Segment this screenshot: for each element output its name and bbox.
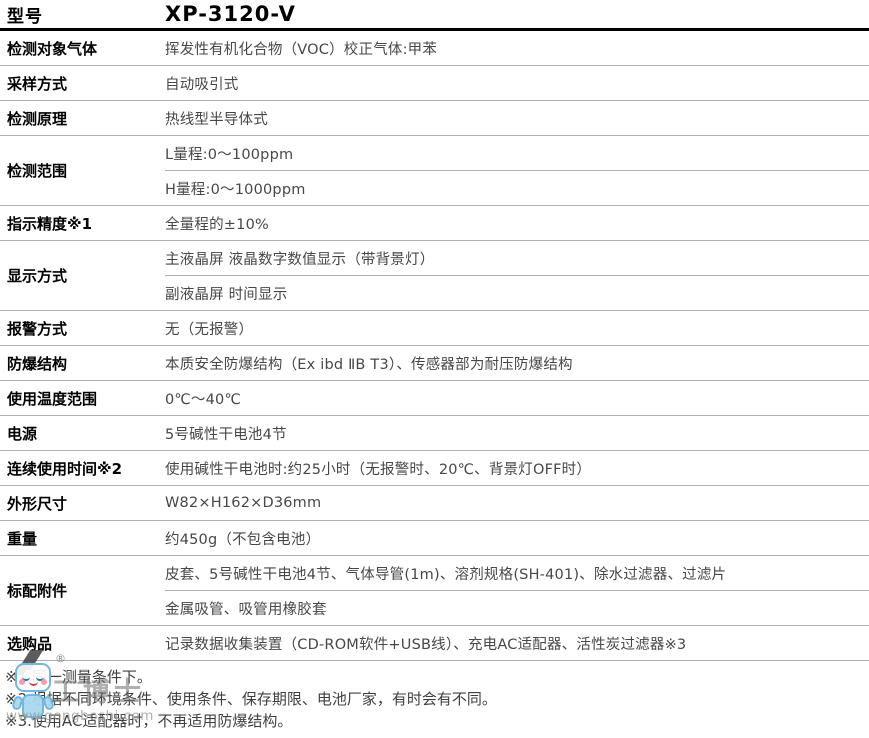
row-label: 防爆结构 — [7, 354, 68, 373]
row-label: 采样方式 — [7, 74, 68, 93]
footnote-1: ※1.同一测量条件下。 — [5, 668, 152, 686]
table-row: 防爆结构 本质安全防爆结构（Ex ibd ⅡB T3）、传感器部为耐压防爆结构 — [0, 346, 869, 381]
spec-table: 型号 XP-3120-V 检测对象气体 挥发性有机化合物（VOC）校正气体:甲苯… — [0, 0, 869, 661]
row-value: 主液晶屏 液晶数字数值显示（带背景灯） — [165, 251, 435, 268]
row-value: 自动吸引式 — [165, 76, 239, 93]
row-label: 检测对象气体 — [7, 39, 98, 58]
row-label: 外形尺寸 — [7, 494, 68, 513]
row-value: 金属吸管、吸管用橡胶套 — [165, 590, 869, 625]
row-value: 0℃～40℃ — [165, 391, 241, 408]
row-value: W82×H162×D36mm — [165, 495, 322, 511]
row-value: 记录数据收集装置（CD-ROM软件+USB线）、充电AC适配器、活性炭过滤器※3 — [165, 636, 687, 653]
row-label: 报警方式 — [7, 319, 68, 338]
row-value: 约450g（不包含电池） — [165, 531, 321, 548]
row-value: 挥发性有机化合物（VOC）校正气体:甲苯 — [165, 41, 438, 58]
table-row: 检测对象气体 挥发性有机化合物（VOC）校正气体:甲苯 — [0, 31, 869, 66]
model-header-label: 型号 — [7, 6, 43, 27]
row-value: 热线型半导体式 — [165, 111, 268, 128]
row-label: 选购品 — [7, 634, 53, 653]
row-value: 无（无报警） — [165, 321, 254, 338]
row-value: 使用碱性干电池时:约25小时（无报警时、20℃、背景灯OFF时） — [165, 461, 592, 478]
row-label: 检测范围 — [7, 162, 68, 180]
row-label: 指示精度※1 — [7, 214, 93, 233]
row-label: 标配附件 — [7, 582, 68, 600]
table-row: 选购品 记录数据收集装置（CD-ROM软件+USB线）、充电AC适配器、活性炭过… — [0, 626, 869, 661]
table-row: 重量 约450g（不包含电池） — [0, 521, 869, 556]
table-row: 显示方式 主液晶屏 液晶数字数值显示（带背景灯） 副液晶屏 时间显示 — [0, 241, 869, 311]
row-label: 连续使用时间※2 — [7, 459, 123, 478]
table-row: 采样方式 自动吸引式 — [0, 66, 869, 101]
footnotes: ※1.同一测量条件下。 ※2.根据不同环境条件、使用条件、保存期限、电池厂家，有… — [0, 661, 869, 732]
model-number: XP-3120-V — [165, 2, 296, 26]
footnote-3: ※3.使用AC适配器时，不再适用防爆结构。 — [5, 712, 293, 730]
row-value: 5号碱性干电池4节 — [165, 426, 287, 443]
table-row: 外形尺寸 W82×H162×D36mm — [0, 486, 869, 521]
row-value: L量程:0～100ppm — [165, 146, 294, 163]
row-value: 本质安全防爆结构（Ex ibd ⅡB T3）、传感器部为耐压防爆结构 — [165, 356, 573, 373]
row-value: 副液晶屏 时间显示 — [165, 275, 869, 310]
table-row: 电源 5号碱性干电池4节 — [0, 416, 869, 451]
model-header-row: 型号 XP-3120-V — [0, 0, 869, 31]
table-row: 使用温度范围 0℃～40℃ — [0, 381, 869, 416]
row-label: 重量 — [7, 529, 38, 548]
table-row: 标配附件 皮套、5号碱性干电池4节、气体导管(1m)、溶剂规格(SH-401)、… — [0, 556, 869, 626]
row-label: 检测原理 — [7, 109, 68, 128]
footnote-2: ※2.根据不同环境条件、使用条件、保存期限、电池厂家，有时会有不同。 — [5, 690, 497, 708]
table-row: 检测原理 热线型半导体式 — [0, 101, 869, 136]
row-label: 显示方式 — [7, 267, 68, 285]
table-row: 连续使用时间※2 使用碱性干电池时:约25小时（无报警时、20℃、背景灯OFF时… — [0, 451, 869, 486]
table-row: 检测范围 L量程:0～100ppm H量程:0～1000ppm — [0, 136, 869, 206]
row-value: H量程:0～1000ppm — [165, 170, 869, 205]
row-label: 电源 — [7, 424, 38, 443]
table-row: 报警方式 无（无报警） — [0, 311, 869, 346]
table-row: 指示精度※1 全量程的±10% — [0, 206, 869, 241]
row-value: 全量程的±10% — [165, 216, 269, 233]
row-label: 使用温度范围 — [7, 389, 98, 408]
row-value: 皮套、5号碱性干电池4节、气体导管(1m)、溶剂规格(SH-401)、除水过滤器… — [165, 566, 727, 583]
